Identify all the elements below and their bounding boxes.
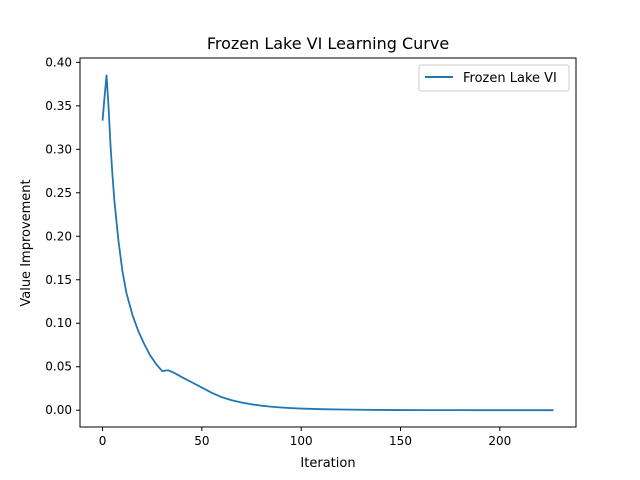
chart-title: Frozen Lake VI Learning Curve	[207, 34, 449, 53]
y-tick-label: 0.20	[45, 229, 72, 243]
y-tick-label: 0.10	[45, 316, 72, 330]
legend: Frozen Lake VI	[418, 64, 570, 92]
y-tick-label: 0.40	[45, 55, 72, 69]
legend-box	[418, 64, 570, 92]
y-tick-label: 0.25	[45, 186, 72, 200]
x-tick-label: 200	[488, 434, 511, 448]
series-line-frozen-lake-vi	[101, 74, 554, 412]
y-axis-label: Value Improvement	[19, 179, 34, 306]
y-tick-label: 0.30	[45, 142, 72, 156]
y-tick-label: 0.35	[45, 99, 72, 113]
plot-area-frame	[79, 57, 577, 428]
x-axis-ticks: 0 50 100 150 200	[99, 427, 511, 448]
x-tick-label: 150	[389, 434, 412, 448]
y-tick-label: 0.15	[45, 273, 72, 287]
y-tick-label: 0.00	[45, 403, 72, 417]
y-axis-ticks: 0.00 0.05 0.10 0.15 0.20 0.25 0.30 0.35 0.40	[45, 55, 80, 417]
x-tick-label: 100	[290, 434, 313, 448]
y-tick-label: 0.05	[45, 360, 72, 374]
x-axis-label: Iteration	[300, 456, 355, 471]
series-layer	[101, 74, 554, 412]
x-tick-label: 0	[99, 434, 107, 448]
x-tick-label: 50	[194, 434, 209, 448]
legend-entry-label: Frozen Lake VI	[463, 71, 557, 86]
